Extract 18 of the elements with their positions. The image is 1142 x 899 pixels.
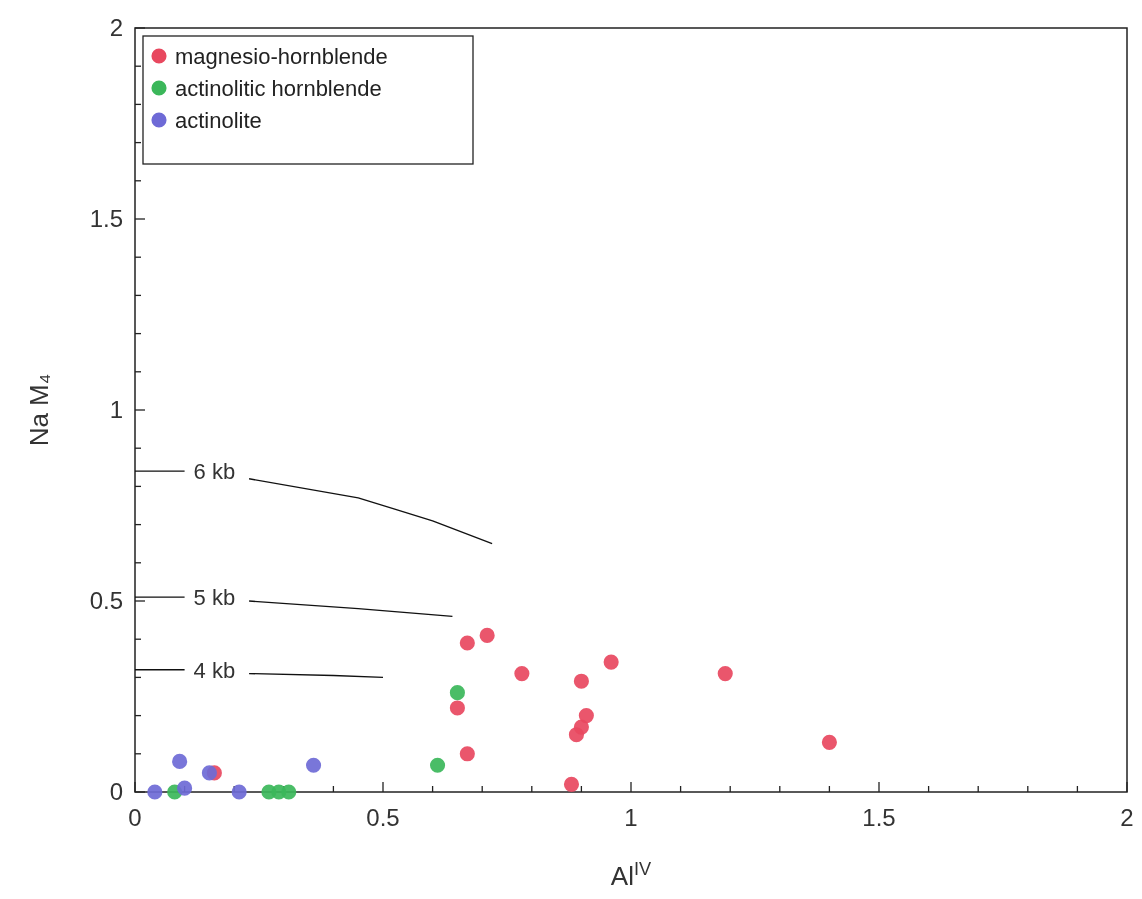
x-tick-label: 1 — [624, 804, 638, 831]
y-tick-label: 0 — [109, 778, 123, 805]
y-axis-title: Na M₄ — [24, 373, 54, 447]
y-tick-label: 1.5 — [89, 205, 123, 232]
series-label: 5 kb — [193, 585, 236, 611]
x-tick-label: 0.5 — [366, 804, 400, 831]
x-tick-label: 2 — [1120, 804, 1134, 831]
y-tick-label: 0.5 — [89, 587, 123, 614]
x-tick-label: 1.5 — [862, 804, 896, 831]
legend-label: actinolite — [175, 108, 262, 133]
x-axis-title: Al$^{IV}$ — [610, 859, 653, 891]
y-tick-label: 1 — [109, 396, 123, 423]
y-tick-label: 2 — [109, 14, 123, 41]
x-tick-label: 0 — [128, 804, 142, 831]
series-label: 4 kb — [193, 657, 236, 683]
legend-label: magnesio-hornblende — [175, 44, 388, 69]
legend-label: actinolitic hornblende — [175, 76, 382, 101]
series-label: 6 kb — [193, 459, 236, 485]
